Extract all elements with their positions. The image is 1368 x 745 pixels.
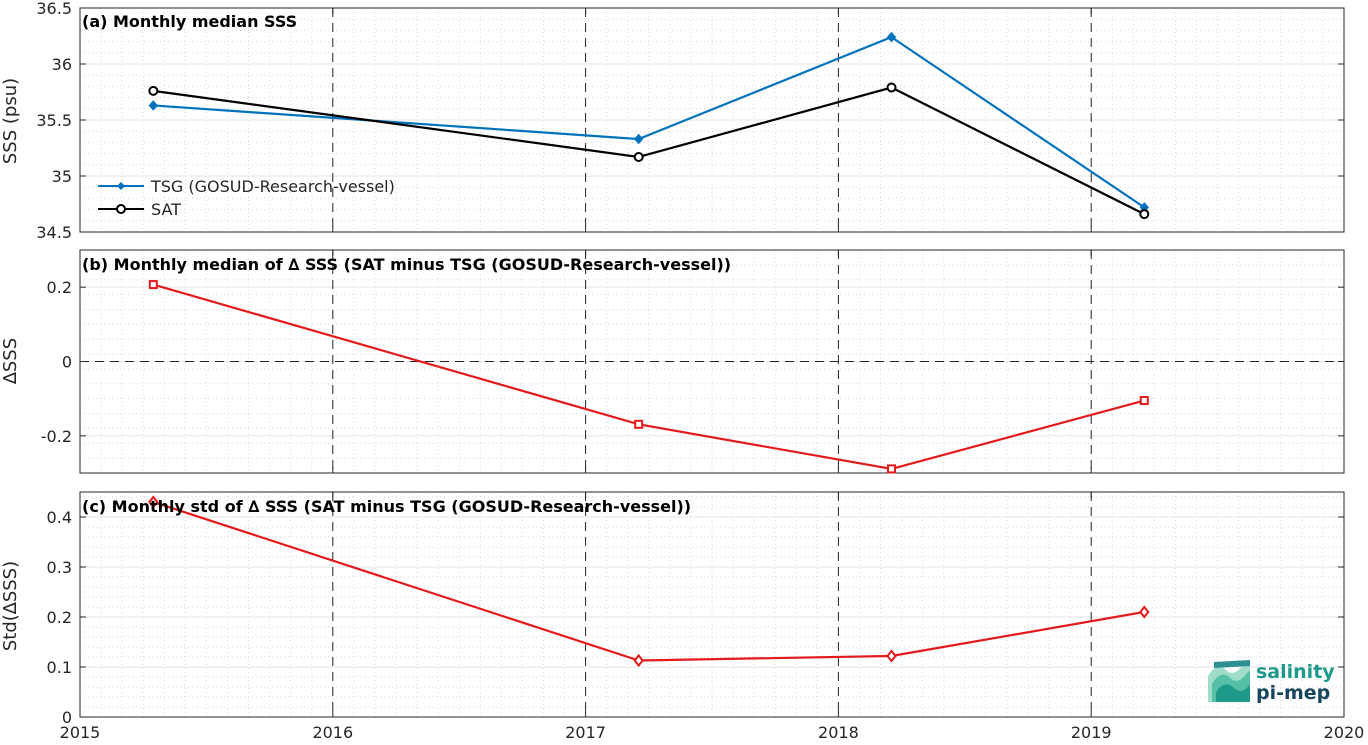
panel-a-y-tick-label: 36 [52, 55, 72, 74]
panel-a-title: (a) Monthly median SSS [82, 12, 297, 31]
salinity-pi-mep-logo: salinity pi-mep [1208, 660, 1335, 704]
panel-b-series-0-point [148, 280, 158, 290]
panel-a-series-tsg-gosud-research-vessel-point [634, 133, 644, 145]
panel-a-y-tick-label: 34.5 [36, 223, 72, 242]
panel-c-y-axis-label: Std(∆SSS) [0, 561, 21, 651]
legend-sat-marker [116, 204, 126, 214]
panel-c-y-tick-label: 0.2 [47, 608, 72, 627]
panel-c-x-tick-label: 2019 [1071, 723, 1112, 742]
legend-tsg-label: TSG (GOSUD-Research-vessel) [150, 177, 395, 196]
panel-a-series-sat-line [153, 86, 1145, 216]
panel-b-y-tick-label: -0.2 [41, 427, 72, 446]
panel-a-y-tick-label: 36.5 [36, 0, 72, 18]
panel-a: 34.5 35 35.5 36 36.5 [36, 0, 1345, 242]
panel-c-x-tick-label: 2015 [60, 723, 101, 742]
panel-a-legend: TSG (GOSUD-Research-vessel) SAT [98, 177, 395, 219]
panel-a-series-tsg-gosud-research-vessel-line [153, 36, 1145, 209]
panel-c-y-tick-label: 0 [62, 708, 72, 727]
panel-c-series-0-point [148, 495, 159, 509]
legend-tsg-marker [117, 182, 125, 190]
panel-a-series-tsg-gosud-research-vessel-point [148, 100, 158, 111]
panel-c-series-0-line [152, 500, 1145, 662]
panel-a-series-sat-point [886, 82, 897, 93]
panel-c-series-0-point [633, 653, 644, 668]
panel-c-y-tick-label: 0.3 [47, 558, 72, 577]
panel-a-series-sat-point [633, 151, 644, 162]
panel-b: -0.2 0 0.2 [41, 249, 1345, 474]
panel-a-y-tick-label: 35.5 [36, 111, 72, 130]
panel-a-y-axis-label: SSS (psu) [0, 78, 21, 164]
panel-b-title: (b) Monthly median of ∆ SSS (SAT minus T… [82, 255, 731, 274]
panel-b-series-0-point [634, 419, 644, 429]
panel-c-title: (c) Monthly std of ∆ SSS (SAT minus TSG … [82, 497, 691, 516]
panel-c-x-tick-label: 2020 [1324, 723, 1365, 742]
panel-b-y-axis-label: ∆SSS [0, 338, 21, 385]
panel-c-y-tick-label: 0.1 [47, 658, 72, 677]
panel-c: 0 0.1 0.2 0.3 0.4 2015 2016 2017 2018 2019 2020 [47, 491, 1365, 742]
panel-c-x-tick-label: 2016 [312, 723, 353, 742]
panel-c-x-tick-label: 2017 [565, 723, 606, 742]
panel-b-y-tick-label: 0 [62, 353, 72, 372]
panel-a-series-tsg-gosud-research-vessel-point [886, 31, 897, 43]
panel-c-series-0-point [886, 649, 897, 663]
panel-b-series-0-point [1139, 396, 1149, 406]
panel-a-series-sat-point [1139, 209, 1150, 220]
legend-sat-label: SAT [151, 200, 181, 219]
logo-waves-icon [1208, 660, 1250, 702]
panel-a-series-sat-point [148, 85, 159, 96]
panel-b-series-0-point [886, 464, 896, 474]
panel-b-series-0-line [153, 283, 1145, 471]
panel-c-y-tick-label: 0.4 [47, 508, 72, 527]
panel-c-axes-box [79, 491, 1345, 718]
panels: 34.5 35 35.5 36 36.5 -0.2 0 0.2 0 0.1 0.2 0.3 0.4 201… [36, 0, 1364, 742]
panel-b-y-tick-label: 0.2 [47, 278, 72, 297]
logo-pi-mep-text: pi-mep [1256, 682, 1330, 704]
panel-a-y-tick-label: 35 [52, 167, 72, 186]
logo-salinity-text: salinity [1256, 661, 1335, 683]
panel-c-x-tick-label: 2018 [818, 723, 859, 742]
panel-c-series-0-point [1139, 605, 1150, 619]
